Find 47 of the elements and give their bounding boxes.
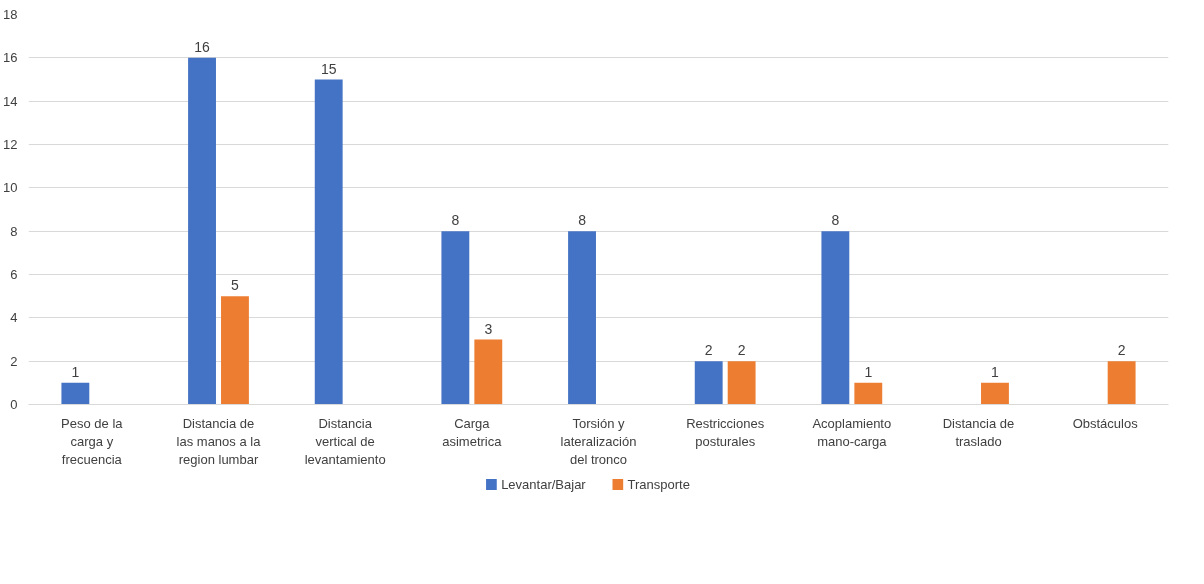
data-label: 8 [451,212,460,229]
x-tick-label: Peso de la carga y frecuencia [61,415,124,467]
bar [474,339,503,405]
bar [221,296,249,405]
y-tick-label: 8 [10,223,18,239]
y-tick-label: 6 [10,267,18,282]
data-label: 1 [864,363,873,380]
bar [854,382,883,405]
bar [314,79,343,405]
bar [1107,361,1136,405]
data-label: 2 [1117,342,1126,359]
legend-label: Levantar/Bajar [501,477,587,492]
y-tick-label: 2 [10,353,18,369]
y-tick-label: 4 [10,310,18,326]
bar [61,382,90,405]
data-label: 2 [737,342,746,359]
data-label: 16 [194,38,211,55]
x-tick-label: Carga asimetrica [442,415,503,449]
data-label: 1 [71,363,80,380]
x-tick-label: Distancia de las manos a la region lumbar [176,415,262,467]
x-tick-label: Distancia de traslado [942,415,1015,449]
bar [727,361,756,405]
data-label: 5 [231,277,240,294]
bar [981,382,1009,405]
data-label: 2 [704,342,713,359]
x-tick-label: Acoplamiento mano-carga [812,415,892,449]
bar [694,361,723,405]
data-label: 8 [831,212,840,229]
y-tick-label: 14 [3,93,18,109]
x-tick-label: Torsión y lateralización del tronco [560,415,637,467]
y-tick-label: 12 [3,137,18,152]
x-tick-label: Obstáculos [1072,415,1139,431]
y-tick-label: 10 [3,180,18,196]
bar [568,231,596,405]
legend-label: Transporte [627,477,690,492]
bar [188,57,216,405]
data-label: 15 [320,60,337,77]
y-tick-label: 0 [10,397,18,412]
y-tick-label: 16 [3,50,18,66]
x-tick-label: Distancia vertical de levantamiento [304,415,386,467]
data-label: 1 [991,363,1000,380]
bar [821,231,850,405]
bar [441,231,470,405]
data-label: 3 [484,320,493,337]
x-tick-label: Restricciones posturales [686,415,765,449]
data-label: 8 [578,212,587,229]
y-tick-label: 18 [3,7,18,22]
